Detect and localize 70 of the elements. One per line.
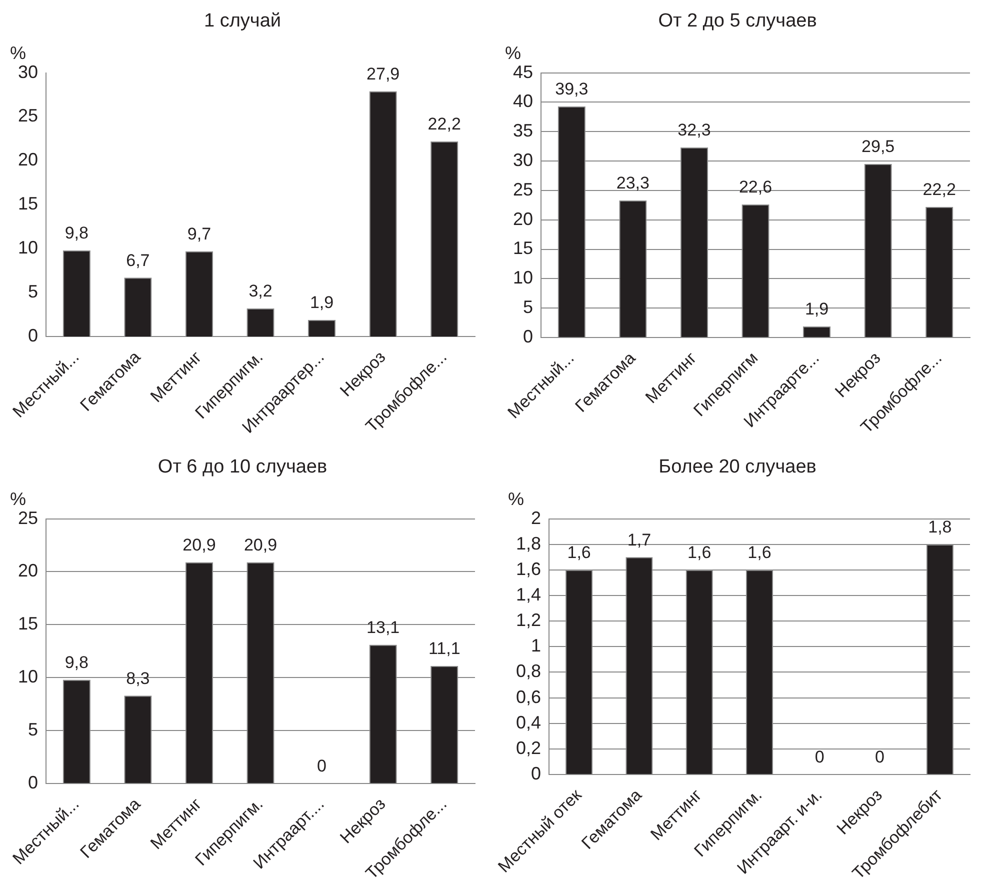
data-label: 3,2 xyxy=(248,282,272,301)
data-label: 0 xyxy=(317,756,327,776)
chart-title: От 2 до 5 случаев xyxy=(658,10,817,32)
data-label: 20,9 xyxy=(182,535,216,554)
y-tick-label: 25 xyxy=(18,106,38,126)
y-tick-label: 0,8 xyxy=(516,661,541,682)
y-tick-label: 30 xyxy=(512,150,534,170)
y-tick-label: 25 xyxy=(18,508,38,528)
y-tick-label: 25 xyxy=(512,179,534,200)
data-label: 1,7 xyxy=(627,530,652,550)
data-label: 1,6 xyxy=(567,543,591,562)
data-label: 13,1 xyxy=(366,618,400,637)
data-label: 27,9 xyxy=(366,64,400,84)
y-tick-label: 30 xyxy=(18,62,38,82)
y-tick-label: 45 xyxy=(512,62,534,82)
y-tick-label: 0 xyxy=(28,326,38,346)
y-tick-label: 0,2 xyxy=(516,738,541,758)
y-tick-label: 0 xyxy=(28,772,38,792)
data-label: 1,9 xyxy=(804,300,829,319)
y-tick-label: 10 xyxy=(18,238,38,258)
y-axis-title: % xyxy=(505,42,522,63)
data-label: 1,6 xyxy=(748,543,772,562)
y-tick-label: 10 xyxy=(512,268,534,288)
y-axis-title: % xyxy=(10,488,26,509)
data-label: 1,6 xyxy=(688,543,712,562)
y-tick-label: 1,6 xyxy=(516,558,541,579)
y-tick-label: 20 xyxy=(18,560,38,581)
data-label: 9,8 xyxy=(64,224,88,243)
y-tick-label: 1,4 xyxy=(516,584,541,604)
y-tick-label: 15 xyxy=(18,614,38,634)
y-tick-label: 1 xyxy=(530,636,541,656)
data-label: 9,8 xyxy=(64,652,88,672)
data-label: 6,7 xyxy=(126,250,150,270)
data-label: 0 xyxy=(814,748,824,767)
data-label: 22,2 xyxy=(428,114,461,134)
data-label: 0 xyxy=(875,748,885,767)
y-tick-label: 0 xyxy=(530,764,541,784)
data-label: 29,5 xyxy=(862,137,895,156)
y-tick-label: 15 xyxy=(18,194,38,214)
data-label: 39,3 xyxy=(555,80,588,99)
chart-title: Более 20 случаев xyxy=(658,456,816,478)
data-label: 9,7 xyxy=(187,224,212,244)
y-tick-label: 0,4 xyxy=(516,712,541,732)
data-label: 22,2 xyxy=(922,180,956,200)
data-label: 32,3 xyxy=(678,120,711,140)
data-label: 22,6 xyxy=(738,178,772,197)
y-tick-label: 35 xyxy=(512,120,534,141)
y-tick-label: 1,2 xyxy=(516,610,541,630)
data-label: 11,1 xyxy=(428,639,460,658)
chart-title: От 6 до 10 случаев xyxy=(158,456,328,478)
data-label: 20,9 xyxy=(244,535,278,554)
y-tick-label: 10 xyxy=(18,666,38,687)
y-axis-title: % xyxy=(508,488,524,509)
y-tick-label: 2 xyxy=(530,508,541,528)
y-tick-label: 5 xyxy=(28,720,38,740)
chart-title: 1 случай xyxy=(204,10,282,32)
y-tick-label: 5 xyxy=(28,282,38,302)
y-tick-label: 20 xyxy=(18,150,38,170)
y-tick-label: 1,8 xyxy=(516,533,541,554)
data-label: 8,3 xyxy=(126,668,150,688)
y-tick-label: 15 xyxy=(512,238,534,258)
y-tick-label: 0 xyxy=(523,326,534,346)
y-tick-label: 20 xyxy=(512,208,534,229)
data-label: 23,3 xyxy=(616,174,650,193)
data-label: 1,9 xyxy=(310,293,334,312)
y-tick-label: 5 xyxy=(523,297,534,318)
y-tick-label: 0,6 xyxy=(516,686,541,707)
data-label: 1,8 xyxy=(928,518,952,537)
y-axis-title: % xyxy=(10,42,26,63)
y-tick-label: 40 xyxy=(512,91,534,112)
